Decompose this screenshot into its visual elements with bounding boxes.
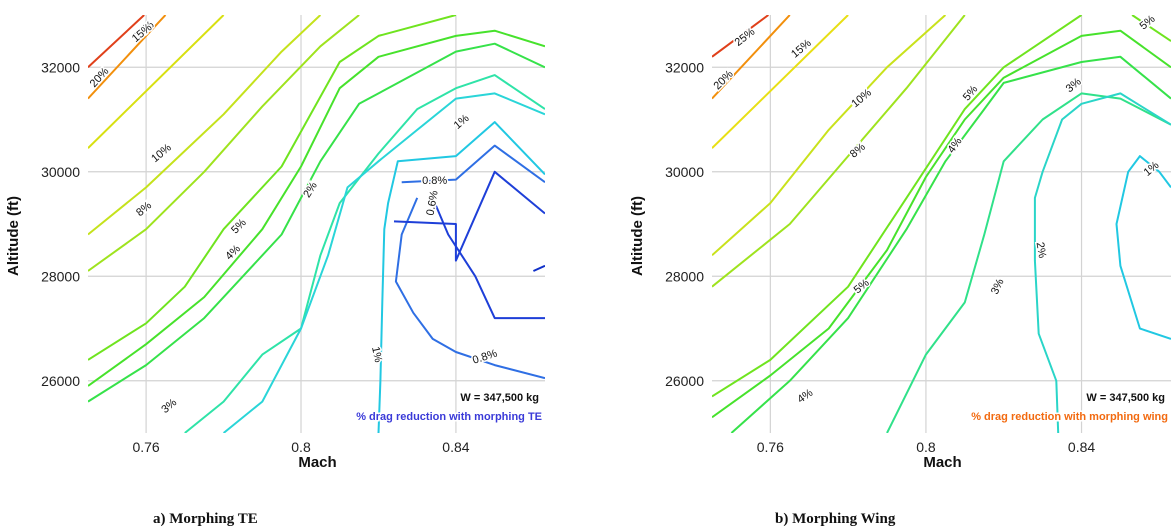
contour-label: 20%	[712, 68, 736, 92]
contour-label: 1%	[452, 112, 472, 132]
contour-line	[88, 15, 225, 149]
y-tick-label: 32000	[665, 59, 704, 75]
contour-line	[431, 197, 545, 320]
contour-panel-2: 25%20%15%10%8%5%5%4%4%5% 3%3%2%1%0.76 0.8 0…	[629, 11, 1171, 527]
contour-label: 10%	[149, 142, 174, 165]
contour-label: 4%	[223, 243, 243, 263]
contour-label: 4%	[795, 387, 815, 406]
contour-label: 8%	[134, 199, 154, 219]
y-tick-label: 28000	[665, 268, 704, 284]
contour-label: 8%	[848, 141, 868, 161]
contour-line	[88, 15, 322, 236]
contour-lines	[712, 15, 1171, 433]
contour-label: 3%	[989, 277, 1007, 297]
contour-line	[532, 264, 545, 272]
contour-line	[88, 42, 545, 403]
description-annotation: % drag reduction with morphing TE	[356, 411, 542, 423]
y-tick-label: 30000	[41, 164, 80, 180]
contour-label: 1%	[369, 346, 384, 364]
contour-line	[88, 15, 360, 272]
contour-line	[712, 15, 1083, 398]
panel-caption: b) Morphing Wing	[775, 511, 896, 527]
y-tick-label: 26000	[665, 373, 704, 389]
y-axis-title: Altitude (ft)	[629, 196, 646, 276]
contour-line	[1115, 155, 1171, 340]
y-tick-label: 26000	[41, 373, 80, 389]
contour-lines	[88, 15, 545, 433]
contour-line	[88, 15, 167, 100]
contour-line	[712, 15, 947, 257]
contour-line	[393, 170, 545, 262]
contour-label: 2%	[1033, 241, 1048, 259]
contour-line	[1033, 92, 1171, 433]
panel-caption: a) Morphing TE	[153, 511, 258, 527]
contour-label: 3%	[159, 396, 179, 416]
y-tick-label: 28000	[41, 268, 80, 284]
x-tick-label: 0.8	[916, 439, 936, 455]
contour-line	[88, 29, 545, 387]
contour-label: 3%	[1064, 76, 1084, 96]
y-tick-label: 30000	[665, 164, 704, 180]
contour-label: 2%	[301, 180, 320, 200]
contour-label: 0.8%	[422, 175, 447, 187]
contour-line	[730, 55, 1171, 433]
contour-line	[401, 144, 545, 184]
contour-line	[712, 15, 849, 149]
contour-line	[1131, 15, 1171, 42]
weight-annotation: W = 347,500 kg	[1086, 392, 1165, 404]
weight-annotation: W = 347,500 kg	[460, 392, 539, 404]
contour-line	[88, 15, 145, 69]
x-tick-label: 0.76	[132, 439, 159, 455]
contour-line	[712, 15, 791, 100]
contour-line	[712, 15, 769, 58]
description-annotation: % drag reduction with morphing wing	[971, 411, 1168, 423]
contour-label: 10%	[849, 87, 874, 110]
x-tick-label: 0.8	[291, 439, 311, 455]
contour-label: 1%	[1142, 159, 1162, 179]
contour-label: 25%	[733, 26, 758, 49]
y-tick-label: 32000	[41, 59, 80, 75]
x-axis-title: Mach	[923, 454, 961, 471]
x-tick-label: 0.84	[1068, 439, 1095, 455]
contour-label: 5%	[961, 83, 981, 103]
contour-line	[377, 121, 545, 433]
contour-label: 0.8%	[471, 348, 499, 367]
contour-line	[222, 92, 545, 433]
x-axis-title: Mach	[298, 454, 336, 471]
contour-line	[712, 15, 966, 288]
contour-line	[712, 29, 1171, 419]
y-axis-title: Altitude (ft)	[5, 196, 22, 276]
contour-line	[88, 15, 457, 361]
contour-line	[886, 92, 1171, 433]
x-tick-label: 0.76	[757, 439, 784, 455]
contour-panel-1: 20%15%15%10%8%5%4%3%2%1%1% 0.8%0.8%0.6%0.…	[5, 15, 545, 527]
x-tick-label: 0.84	[442, 439, 469, 455]
contour-line	[184, 74, 545, 433]
contour-label: 15%	[789, 37, 814, 60]
contour-line	[394, 197, 545, 380]
